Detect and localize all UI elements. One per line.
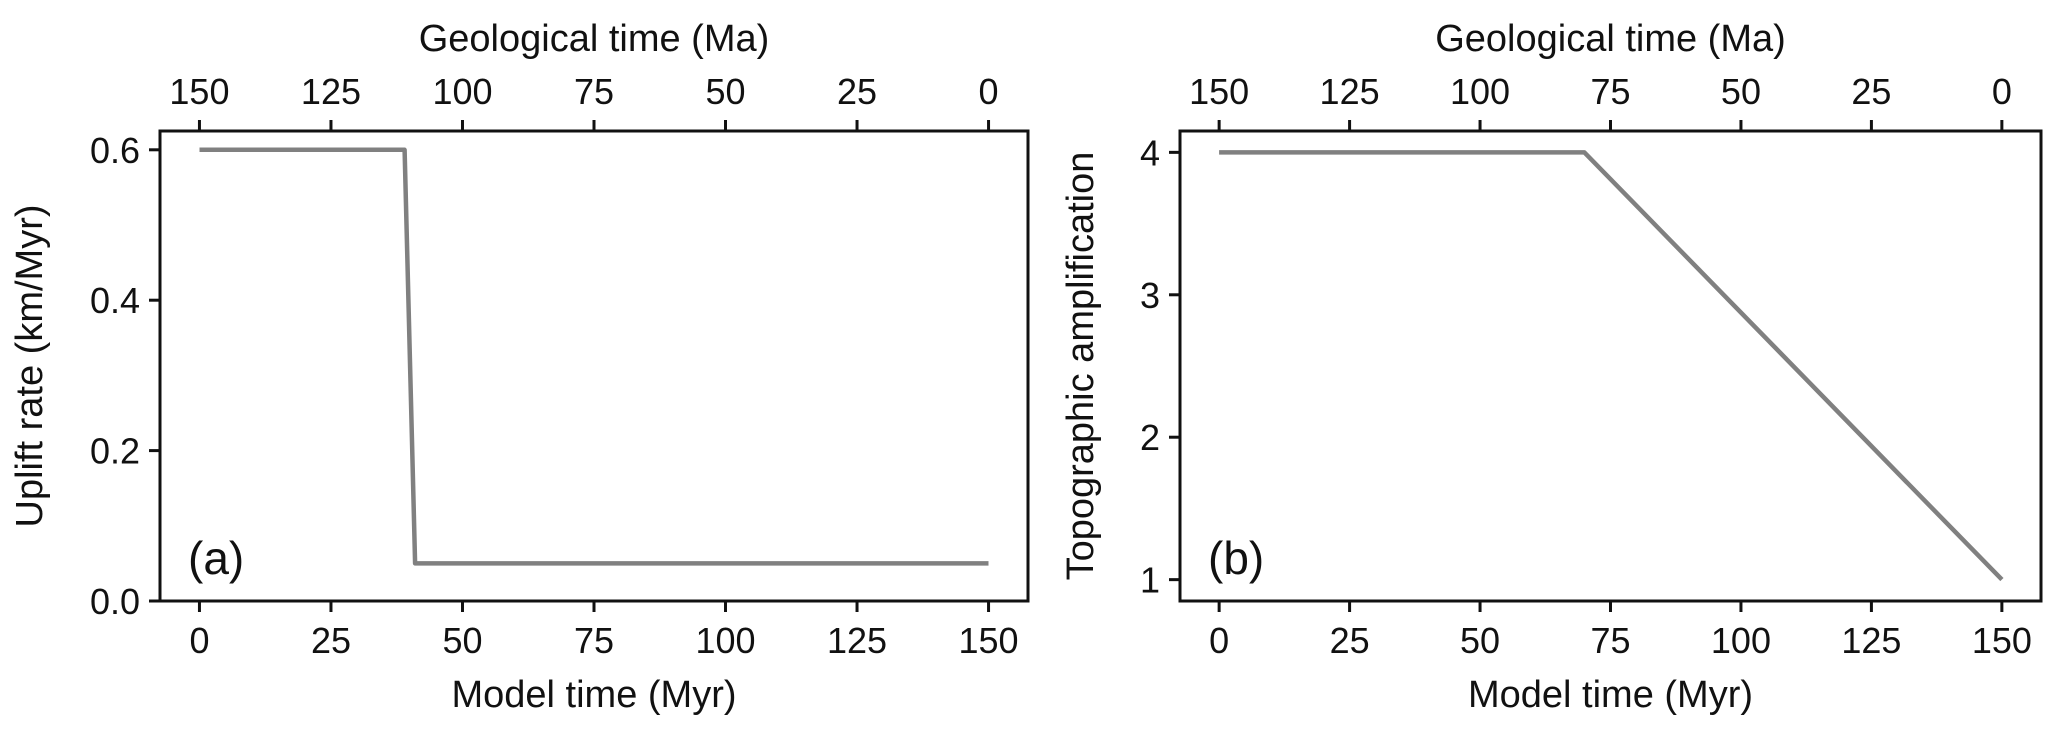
y-tick-label: 0.2	[90, 431, 140, 472]
y-tick-label: 0.6	[90, 130, 140, 171]
y-tick-label: 0.4	[90, 280, 140, 321]
x-tick-label: 75	[1590, 620, 1630, 661]
panel-label: (a)	[188, 532, 244, 584]
top-x-axis-title: Geological time (Ma)	[419, 18, 770, 60]
x-tick-label: 125	[1841, 620, 1901, 661]
x-axis-title: Model time (Myr)	[1468, 674, 1753, 716]
top-x-tick-label: 25	[1851, 71, 1891, 112]
x-tick-label: 25	[1330, 620, 1370, 661]
x-tick-label: 50	[1460, 620, 1500, 661]
panel-b: 0 25 50 75 100 125 150 150 125 100 75 50 25 0 1 2 3 4 Mode…	[1060, 18, 2043, 716]
x-tick-label: 100	[695, 620, 755, 661]
y-tick-label: 0.0	[90, 581, 140, 622]
x-tick-label: 150	[1972, 620, 2032, 661]
top-x-tick-label: 125	[1320, 71, 1380, 112]
x-tick-label: 25	[311, 620, 351, 661]
y-axis-title: Uplift rate (km/Myr)	[9, 205, 51, 528]
top-x-tick-label: 50	[705, 71, 745, 112]
y-axis-title: Topographic amplification	[1060, 152, 1102, 581]
top-x-axis-title: Geological time (Ma)	[1435, 18, 1786, 60]
data-series-line	[199, 147, 989, 566]
panel-label: (b)	[1208, 532, 1264, 584]
x-tick-label: 0	[189, 620, 209, 661]
top-x-tick-label: 25	[837, 71, 877, 112]
x-axis-title: Model time (Myr)	[451, 674, 736, 716]
y-tick-label: 4	[1140, 132, 1160, 173]
panel-a: 0 25 50 75 100 125 150 150 125 100 75 50 25 0 0.0 0.2 0.…	[9, 18, 1030, 716]
top-x-tick-label: 0	[979, 71, 999, 112]
data-series-line	[1219, 150, 2004, 582]
y-tick-label: 2	[1140, 417, 1160, 458]
top-x-tick-label: 75	[1590, 71, 1630, 112]
y-tick-label: 1	[1140, 560, 1160, 601]
top-x-tick-label: 100	[432, 71, 492, 112]
top-x-tick-label: 150	[169, 71, 229, 112]
x-tick-label: 150	[959, 620, 1019, 661]
top-x-tick-label: 100	[1450, 71, 1510, 112]
top-x-tick-label: 150	[1189, 71, 1249, 112]
x-tick-label: 50	[442, 620, 482, 661]
x-tick-label: 100	[1711, 620, 1771, 661]
x-tick-label: 75	[574, 620, 614, 661]
x-tick-label: 125	[827, 620, 887, 661]
top-x-tick-label: 50	[1721, 71, 1761, 112]
top-x-tick-label: 75	[574, 71, 614, 112]
top-x-tick-label: 125	[301, 71, 361, 112]
top-x-tick-label: 0	[1992, 71, 2012, 112]
x-tick-label: 0	[1209, 620, 1229, 661]
y-tick-label: 3	[1140, 275, 1160, 316]
